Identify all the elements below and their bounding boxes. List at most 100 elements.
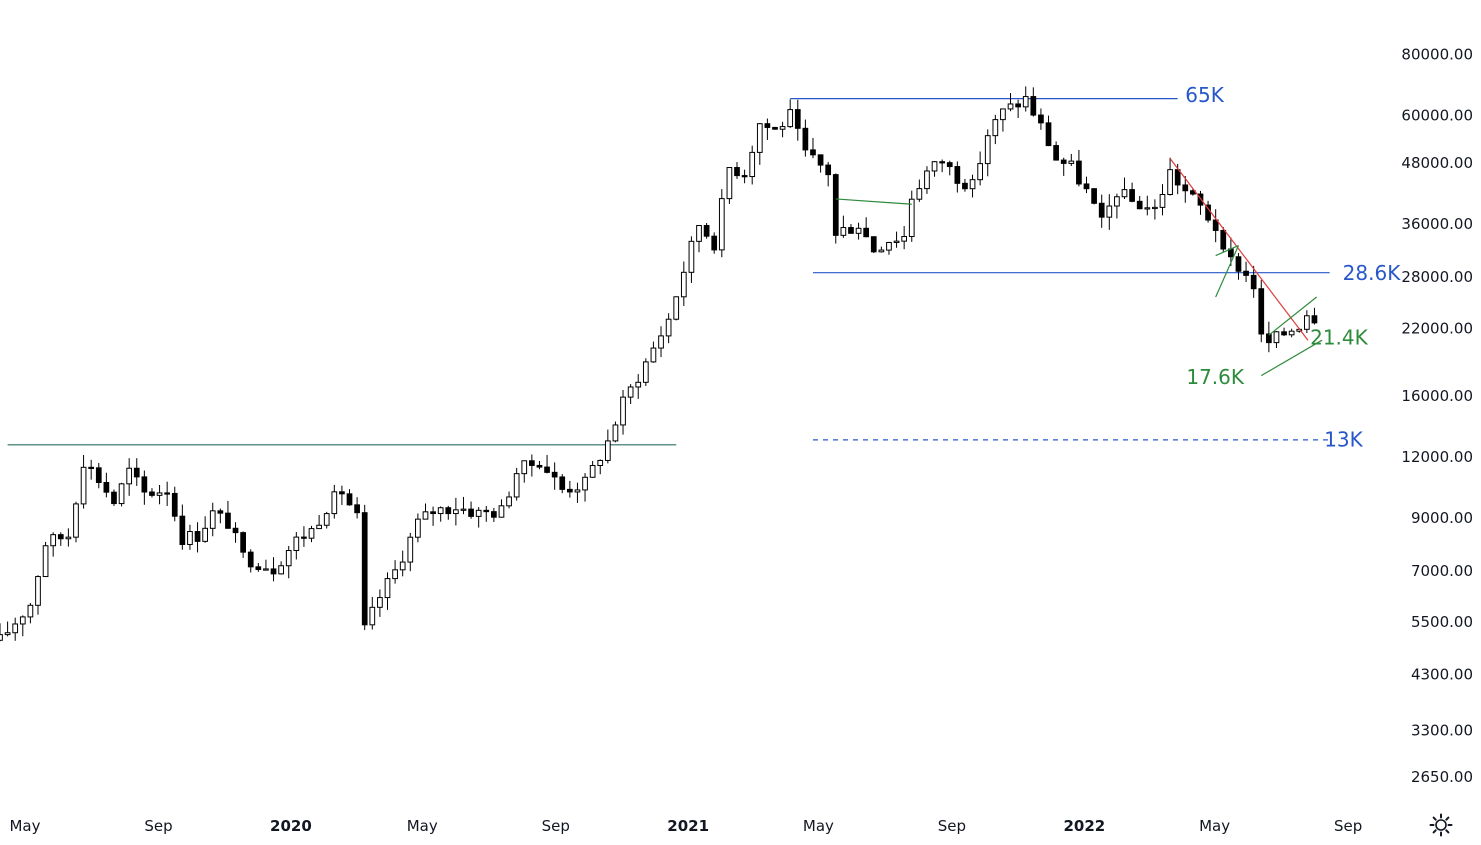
candle-body	[1258, 288, 1265, 335]
candle-body	[680, 271, 687, 298]
candle-body	[536, 464, 543, 468]
candle-body	[840, 227, 847, 236]
candle-body	[445, 507, 452, 515]
candle-body	[301, 536, 307, 539]
candle-body	[346, 493, 353, 506]
candle-body	[612, 424, 619, 442]
candle-body	[1212, 219, 1219, 231]
y-tick-label: 80000.00	[1401, 46, 1473, 64]
candle-body	[263, 568, 269, 571]
candle-body	[1220, 229, 1227, 250]
candle-body	[1250, 274, 1257, 290]
y-tick-label: 3300.00	[1411, 721, 1473, 739]
candle-body	[794, 109, 801, 129]
candle-body	[946, 162, 953, 168]
candle-body	[1281, 331, 1287, 336]
trendline	[1169, 158, 1309, 341]
y-tick-label: 12000.00	[1401, 448, 1473, 466]
candle-body	[35, 576, 41, 606]
candle-body	[551, 471, 558, 478]
y-tick-label: 16000.00	[1401, 387, 1473, 405]
candle-body	[1060, 159, 1067, 164]
candle-body	[80, 466, 87, 505]
y-axis[interactable]: 80000.00 60000.00 48000.00 36000.00 28000.00…	[1401, 46, 1473, 786]
candle-body	[361, 512, 368, 626]
x-tick-label: May	[803, 817, 834, 835]
candle-body	[141, 476, 148, 493]
candle-body	[969, 179, 976, 190]
candle-body	[604, 440, 611, 461]
x-tick-label: 2021	[667, 817, 709, 835]
candle-body	[491, 511, 497, 518]
candle-body	[1114, 196, 1120, 207]
candle-body	[179, 515, 186, 545]
x-tick-label: 2022	[1063, 817, 1105, 835]
candle-body	[1015, 103, 1021, 108]
gear-icon[interactable]	[1428, 812, 1454, 838]
candle-body	[19, 616, 26, 625]
candle-body	[240, 532, 246, 553]
candle-body	[42, 545, 49, 578]
candle-body	[1038, 114, 1044, 124]
candle-body	[513, 473, 520, 498]
candle-body	[103, 482, 110, 493]
candle-body	[954, 166, 961, 184]
candle-body	[88, 466, 95, 470]
candle-body	[468, 508, 474, 517]
candle-body	[217, 510, 224, 514]
candle-body	[1159, 193, 1166, 208]
candle-body	[323, 513, 330, 526]
candle-body	[650, 347, 657, 363]
candle-body	[939, 161, 946, 164]
candle-body	[1167, 169, 1173, 195]
candle-body	[924, 170, 930, 190]
candle-body	[574, 489, 581, 493]
candle-body	[255, 566, 262, 571]
candle-body	[65, 536, 72, 540]
candle-body	[331, 491, 338, 515]
y-tick-label: 36000.00	[1401, 215, 1473, 233]
candle-body	[1045, 122, 1052, 147]
candle-body	[658, 335, 664, 349]
candle-body	[1121, 189, 1128, 198]
y-tick-label: 5500.00	[1411, 613, 1473, 631]
candle-body	[665, 318, 672, 337]
trendline	[1268, 296, 1317, 336]
candle-body	[1000, 108, 1006, 121]
candle-body	[209, 510, 216, 529]
candle-body	[764, 123, 771, 128]
candle-body	[1303, 315, 1310, 330]
candle-body	[931, 161, 938, 172]
candle-body	[437, 507, 444, 515]
candle-body	[901, 236, 908, 242]
candle-body	[718, 198, 725, 251]
y-tick-label: 7000.00	[1411, 562, 1473, 580]
candle-body	[589, 465, 596, 478]
candle-body	[1182, 184, 1189, 192]
trendlines	[835, 158, 1323, 377]
candle-body	[642, 361, 649, 383]
candle-body	[1098, 202, 1105, 218]
annotation-label: 17.6K	[1186, 365, 1245, 389]
candle-body	[688, 240, 695, 273]
candle-body	[187, 531, 193, 545]
x-axis[interactable]: May Sep 2020 May Sep 2021 May Sep 2022 May Sep	[9, 817, 1362, 835]
candle-body	[475, 509, 482, 517]
candle-body	[415, 518, 421, 538]
candle-body	[4, 632, 11, 636]
candle-body	[95, 467, 102, 484]
x-tick-label: May	[407, 817, 438, 835]
candle-body	[711, 235, 718, 251]
candle-body	[863, 227, 870, 238]
candle-body	[392, 569, 398, 580]
candle-body	[126, 467, 133, 485]
candle-body	[1068, 160, 1075, 164]
candle-body	[73, 503, 79, 538]
candle-body	[194, 531, 201, 542]
candle-body	[278, 565, 284, 575]
candle-body	[399, 561, 406, 571]
candle-body	[483, 509, 490, 513]
candle-body	[498, 505, 505, 518]
candle-body	[27, 604, 34, 618]
